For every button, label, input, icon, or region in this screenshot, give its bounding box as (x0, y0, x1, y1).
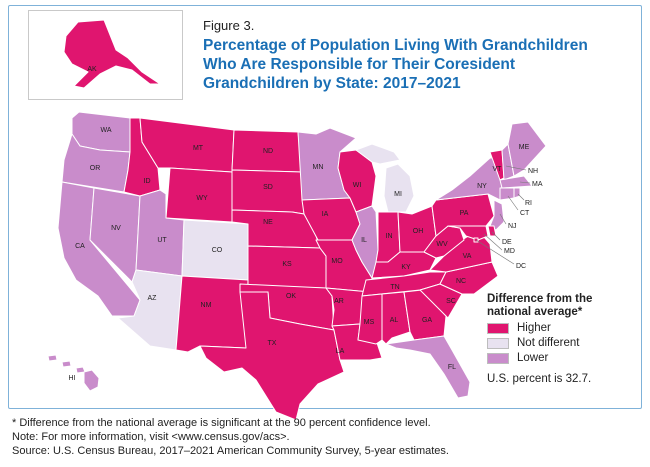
label-ND: ND (263, 148, 273, 155)
legend-title-line-2: national average* (487, 306, 583, 318)
label-WY: WY (196, 195, 208, 202)
legend-swatch-lower (487, 352, 509, 364)
label-WI: WI (353, 182, 362, 189)
label-NY: NY (477, 183, 487, 190)
state-FL (385, 335, 471, 399)
legend-swatch-not-different (487, 337, 509, 349)
label-CO: CO (212, 247, 223, 254)
label-IA: IA (322, 211, 329, 218)
map-legend: Difference from the national average* Hi… (487, 293, 637, 364)
legend-swatch-higher (487, 322, 509, 334)
legend-label-higher: Higher (517, 322, 551, 334)
title-line-1: Percentage of Population Living With Gra… (203, 37, 588, 54)
label-SD: SD (263, 184, 273, 191)
label-NE: NE (263, 219, 273, 226)
legend-item-higher: Higher (487, 322, 637, 334)
label-AZ: AZ (148, 295, 158, 302)
state-NM (175, 275, 249, 353)
label-CT: CT (520, 210, 530, 217)
state-SC (419, 283, 463, 319)
label-AL: AL (390, 317, 399, 324)
label-VA: VA (463, 253, 472, 260)
label-OR: OR (90, 165, 101, 172)
label-RI: RI (525, 200, 532, 207)
label-GA: GA (422, 317, 432, 324)
title-line-3: Grandchildren by State: 2017–2021 (203, 75, 461, 92)
label-OH: OH (413, 228, 424, 235)
label-SC: SC (446, 298, 456, 305)
label-NH: NH (528, 168, 538, 175)
state-HI-1 (47, 354, 58, 362)
state-MI (383, 163, 415, 213)
label-NV: NV (111, 225, 121, 232)
state-NJ (489, 199, 505, 231)
footnote-source: Source: U.S. Census Bureau, 2017–2021 Am… (12, 445, 449, 457)
footnote-note: Note: For more information, visit <www.c… (12, 431, 290, 443)
state-HI-2 (61, 360, 72, 368)
us-percent-note: U.S. percent is 32.7. (487, 373, 592, 385)
label-TN: TN (390, 284, 399, 291)
state-labels: AK HI WA OR CA NV ID MT WY UT CO AZ NM N… (69, 66, 543, 382)
label-MN: MN (313, 164, 324, 171)
label-ME: ME (519, 144, 530, 151)
label-MA: MA (532, 181, 543, 188)
label-DC: DC (516, 263, 526, 270)
label-MS: MS (364, 319, 375, 326)
legend-item-not-different: Not different (487, 337, 637, 349)
label-MO: MO (331, 258, 343, 265)
label-AR: AR (334, 298, 344, 305)
label-HI: HI (69, 375, 76, 382)
label-LA: LA (336, 348, 345, 355)
label-TX: TX (268, 340, 277, 347)
figure-title: Percentage of Population Living With Gra… (203, 36, 623, 93)
state-AK (63, 19, 161, 89)
state-HI-4 (83, 369, 100, 392)
state-MI-UP (355, 143, 401, 165)
legend-item-lower: Lower (487, 352, 637, 364)
label-FL: FL (448, 364, 456, 371)
label-UT: UT (157, 237, 167, 244)
label-KY: KY (401, 264, 411, 271)
label-CA: CA (75, 243, 85, 250)
label-PA: PA (460, 210, 469, 217)
figure-footer: * Difference from the national average i… (12, 416, 449, 458)
legend-label-not-different: Not different (517, 337, 580, 349)
label-IN: IN (386, 233, 393, 240)
label-ID: ID (144, 178, 151, 185)
state-SD (231, 169, 305, 215)
label-WA: WA (100, 127, 111, 134)
label-MI: MI (394, 191, 402, 198)
state-TX (199, 291, 345, 421)
label-IL: IL (361, 237, 367, 244)
label-MD: MD (504, 248, 515, 255)
figure-label: Figure 3. (203, 18, 255, 33)
label-NM: NM (201, 302, 212, 309)
label-MT: MT (193, 145, 204, 152)
label-OK: OK (286, 293, 296, 300)
legend-label-lower: Lower (517, 352, 549, 364)
label-VT: VT (493, 166, 503, 173)
label-NJ: NJ (508, 223, 517, 230)
state-NY (435, 157, 505, 201)
label-DE: DE (502, 239, 512, 246)
label-AK: AK (87, 66, 97, 73)
label-WV: WV (436, 241, 448, 248)
title-line-2: Who Are Responsible for Their Coresident (203, 56, 516, 73)
label-NC: NC (456, 278, 466, 285)
state-MA (499, 175, 533, 189)
legend-title-line-1: Difference from the (487, 293, 593, 305)
state-ME (507, 121, 547, 177)
state-RI (513, 187, 521, 199)
state-CT (499, 187, 515, 201)
label-KS: KS (282, 261, 292, 268)
legend-title: Difference from the national average* (487, 293, 637, 319)
footnote-significance: * Difference from the national average i… (12, 417, 431, 429)
